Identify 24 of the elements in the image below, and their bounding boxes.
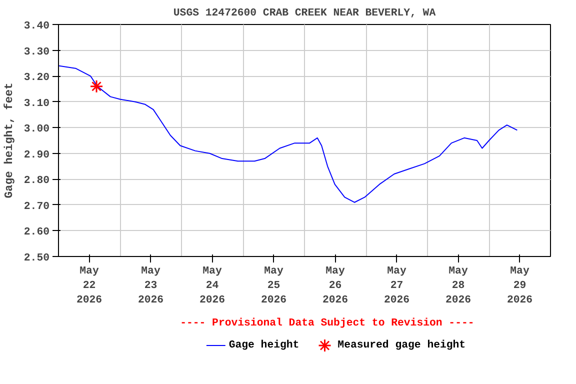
y-tick-label: 3.20 bbox=[24, 72, 50, 84]
x-tick-label: May 27 2026 bbox=[384, 266, 410, 306]
y-axis-title: Gage height, feet bbox=[2, 82, 16, 198]
x-tick-label: May 29 2026 bbox=[506, 266, 533, 306]
legend-label: Gage height bbox=[228, 340, 300, 352]
y-tick-label: 3.00 bbox=[24, 124, 50, 136]
x-tick-label: May 26 2026 bbox=[322, 266, 348, 306]
text: ---- Provisional Data Subject to Revision ---- bbox=[180, 318, 474, 330]
y-tick-label: 2.80 bbox=[24, 175, 50, 188]
y-tick-label: 3.40 bbox=[24, 20, 50, 32]
y-tick-label: 3.10 bbox=[24, 98, 50, 110]
y-tick-label: 2.90 bbox=[24, 149, 50, 162]
y-tick-label: 2.60 bbox=[24, 226, 50, 239]
x-tick-label: May 22 2026 bbox=[76, 266, 102, 306]
x-tick-label: May 28 2026 bbox=[445, 266, 472, 306]
line-series bbox=[58, 65, 518, 203]
x-tick-label: May 25 2026 bbox=[260, 266, 287, 306]
x-tick-label: May 23 2026 bbox=[138, 266, 164, 306]
y-tick-label: 3.30 bbox=[24, 46, 50, 58]
y-tick-label: 2.50 bbox=[24, 252, 50, 264]
x-tick-label: May 24 2026 bbox=[199, 266, 226, 306]
y-tick-label: 2.70 bbox=[24, 200, 50, 213]
chart-title: USGS 12472600 CRAB CREEK NEAR BEVERLY, WA bbox=[173, 8, 436, 20]
legend-label: Measured gage height bbox=[338, 340, 466, 352]
